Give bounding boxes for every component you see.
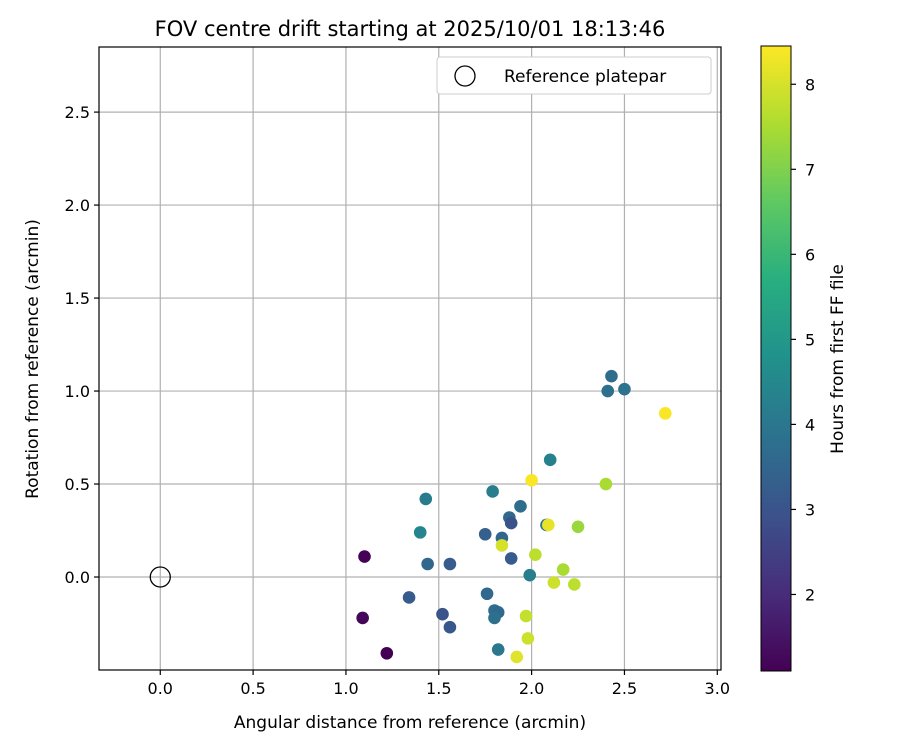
- colorbar: 2 3 4 5 6 7 8 Hours from first FF file: [760, 45, 848, 672]
- colorbar-tick-label: 4: [805, 415, 815, 434]
- y-tick-label: 2.5: [65, 103, 90, 122]
- data-point: [480, 587, 494, 601]
- x-tick-label: 0.0: [148, 679, 173, 698]
- data-point: [356, 611, 369, 625]
- data-point: [571, 520, 585, 534]
- colorbar-gradient: [760, 45, 792, 672]
- legend: Reference platepar: [436, 56, 712, 95]
- colorbar-label: Hours from first FF file: [828, 264, 848, 454]
- x-tick-label: 1.0: [333, 679, 358, 698]
- data-point: [402, 591, 416, 604]
- data-point: [547, 576, 561, 589]
- grid: [99, 47, 721, 670]
- data-point: [605, 369, 618, 383]
- colorbar-tick-label: 3: [805, 500, 815, 519]
- data-point: [601, 384, 615, 398]
- data-point: [529, 548, 542, 561]
- data-point: [436, 607, 449, 621]
- data-point: [504, 552, 518, 565]
- colorbar-tick-label: 2: [805, 585, 815, 604]
- x-tick-label: 3.0: [705, 679, 730, 698]
- colorbar-tick-label: 6: [805, 245, 815, 264]
- legend-entry-reference: Reference platepar: [504, 67, 666, 87]
- data-point: [491, 643, 505, 656]
- data-point: [514, 500, 527, 513]
- data-point: [525, 474, 538, 487]
- colorbar-tick-label: 7: [805, 160, 815, 179]
- reference-point: [149, 566, 171, 588]
- legend-box: [436, 56, 712, 95]
- data-points: [356, 369, 672, 664]
- data-point: [495, 539, 509, 552]
- plot-frame: [98, 46, 722, 671]
- data-point: [519, 609, 533, 623]
- data-point: [504, 516, 518, 530]
- y-tick-label: 0.5: [65, 475, 90, 494]
- data-point: [443, 557, 457, 571]
- data-point: [488, 611, 501, 625]
- data-point: [568, 578, 581, 591]
- y-tick-label: 0.0: [65, 568, 90, 587]
- x-tick-label: 2.0: [519, 679, 544, 698]
- colorbar-tick-label: 8: [805, 75, 815, 94]
- data-point: [486, 485, 499, 498]
- x-tick-label: 2.5: [612, 679, 637, 698]
- data-point: [413, 526, 427, 539]
- data-point: [419, 492, 433, 506]
- data-point: [556, 563, 570, 576]
- data-point: [618, 382, 631, 396]
- y-tick-label: 2.0: [65, 196, 90, 215]
- data-point: [510, 650, 524, 664]
- data-point: [658, 407, 672, 420]
- data-point: [443, 620, 457, 634]
- y-tick-label: 1.0: [65, 382, 90, 401]
- x-axis-label: Angular distance from reference (arcmin): [234, 713, 586, 733]
- x-tick-label: 1.5: [426, 679, 451, 698]
- y-axis-label: Rotation from reference (arcmin): [23, 219, 43, 499]
- x-tick-label: 0.5: [240, 679, 265, 698]
- colorbar-ticks: 2 3 4 5 6 7 8: [791, 75, 815, 604]
- y-axis: 0.0 0.5 1.0 1.5 2.0 2.5: [65, 103, 99, 587]
- data-point: [478, 527, 492, 541]
- reference-marker: [149, 566, 171, 588]
- data-point: [358, 550, 371, 563]
- data-point: [380, 646, 394, 660]
- data-point: [523, 568, 537, 582]
- data-point: [421, 557, 434, 571]
- data-point: [599, 477, 613, 491]
- colorbar-tick-label: 5: [805, 330, 815, 349]
- legend-marker-reference: [454, 65, 476, 87]
- y-tick-label: 1.5: [65, 289, 90, 308]
- data-point: [521, 632, 535, 645]
- data-point: [543, 453, 557, 467]
- data-point: [542, 518, 555, 532]
- chart-title: FOV centre drift starting at 2025/10/01 …: [155, 17, 666, 41]
- x-axis: 0.0 0.5 1.0 1.5 2.0 2.5 3.0: [148, 670, 730, 698]
